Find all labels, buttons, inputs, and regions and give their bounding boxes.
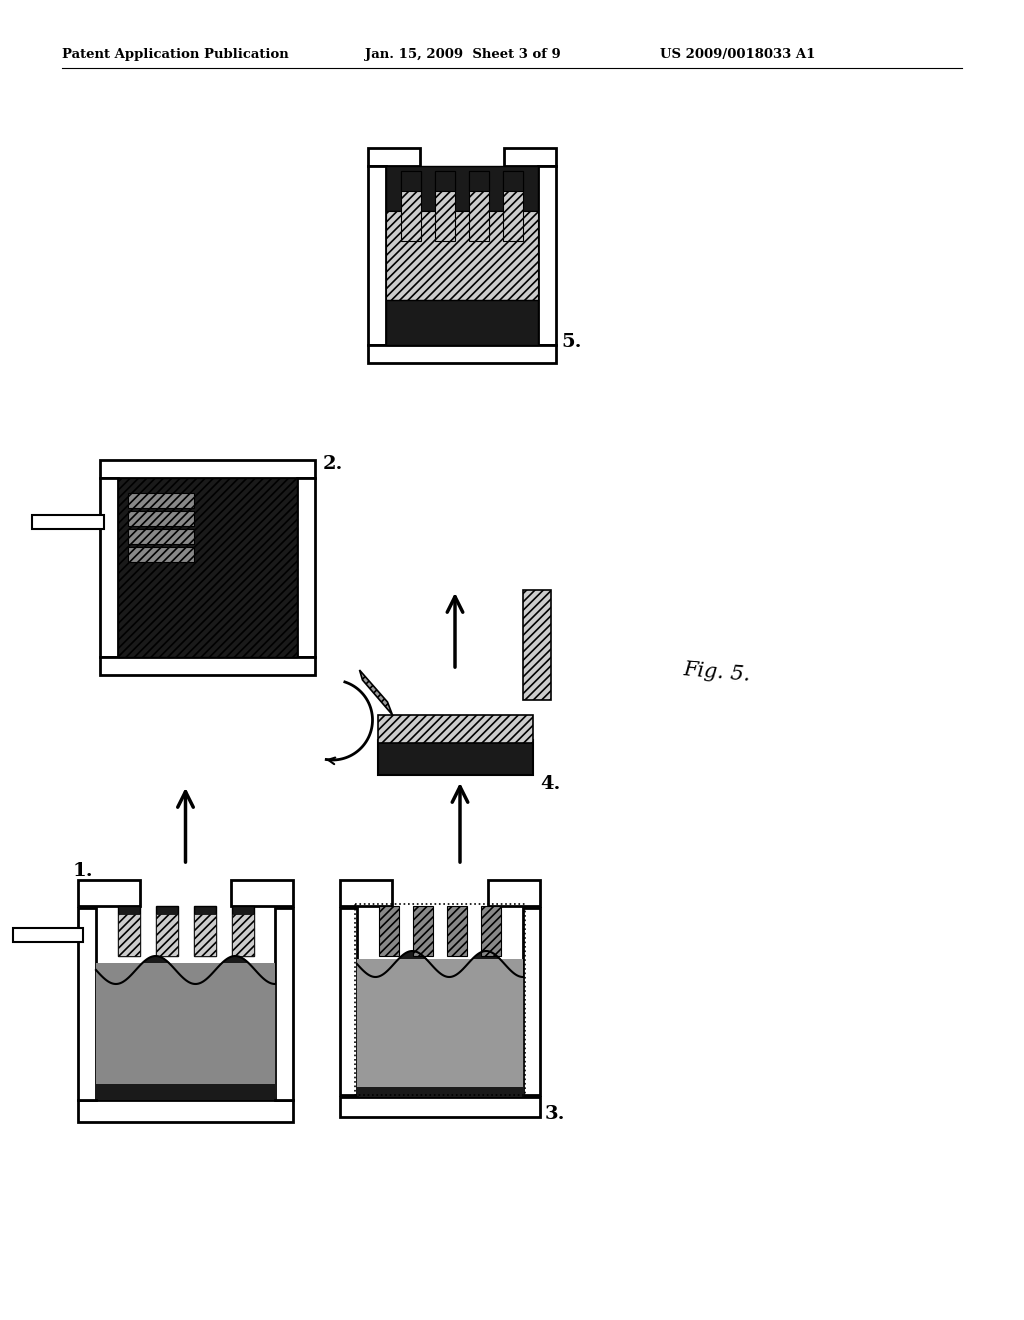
Bar bbox=[538, 166, 556, 345]
Bar bbox=[194, 906, 215, 956]
Bar bbox=[100, 478, 118, 657]
Bar bbox=[118, 478, 297, 657]
Bar bbox=[96, 964, 275, 1084]
Bar bbox=[401, 172, 421, 191]
Text: Fig. 5.: Fig. 5. bbox=[682, 660, 751, 685]
Text: Jan. 15, 2009  Sheet 3 of 9: Jan. 15, 2009 Sheet 3 of 9 bbox=[365, 48, 561, 61]
Bar bbox=[503, 172, 523, 242]
Bar bbox=[386, 300, 538, 345]
Bar bbox=[275, 908, 293, 1100]
Bar bbox=[413, 906, 433, 956]
Bar bbox=[100, 657, 315, 675]
Bar bbox=[194, 913, 215, 956]
Bar bbox=[447, 906, 467, 956]
Bar bbox=[32, 515, 104, 529]
Bar bbox=[401, 172, 421, 242]
Bar bbox=[469, 172, 489, 191]
Bar bbox=[340, 880, 392, 906]
Bar bbox=[368, 166, 386, 345]
Bar bbox=[523, 908, 540, 1096]
Bar bbox=[378, 741, 532, 775]
Text: 5.: 5. bbox=[561, 333, 582, 351]
Bar bbox=[128, 492, 194, 508]
Bar bbox=[357, 958, 523, 1088]
Polygon shape bbox=[359, 671, 392, 715]
Bar bbox=[128, 511, 194, 525]
Bar bbox=[469, 172, 489, 242]
Bar bbox=[118, 913, 139, 956]
Bar bbox=[488, 880, 540, 906]
Bar bbox=[231, 880, 293, 906]
Text: 2.: 2. bbox=[323, 455, 343, 473]
Bar bbox=[340, 908, 357, 1096]
Text: 3.: 3. bbox=[545, 1105, 565, 1123]
Bar bbox=[504, 148, 556, 166]
Bar bbox=[78, 1100, 293, 1122]
Bar bbox=[78, 908, 96, 1100]
Bar bbox=[156, 906, 177, 956]
Bar bbox=[481, 906, 501, 956]
Bar bbox=[100, 459, 315, 478]
Text: 1.: 1. bbox=[73, 862, 93, 880]
Bar bbox=[118, 906, 139, 956]
Text: 4.: 4. bbox=[541, 775, 561, 793]
Bar bbox=[522, 590, 551, 700]
Bar bbox=[379, 906, 399, 956]
Text: Patent Application Publication: Patent Application Publication bbox=[62, 48, 289, 61]
Bar bbox=[231, 913, 254, 956]
Bar bbox=[231, 906, 254, 956]
Bar bbox=[503, 172, 523, 191]
Bar bbox=[386, 166, 538, 211]
Bar bbox=[128, 546, 194, 562]
Bar bbox=[128, 529, 194, 544]
Bar bbox=[368, 148, 420, 166]
Bar bbox=[355, 904, 525, 1096]
Bar bbox=[156, 913, 177, 956]
Bar bbox=[368, 345, 556, 363]
Bar bbox=[340, 1097, 540, 1117]
Bar bbox=[386, 211, 538, 300]
Text: US 2009/0018033 A1: US 2009/0018033 A1 bbox=[660, 48, 815, 61]
Bar bbox=[378, 715, 532, 743]
Bar bbox=[435, 172, 455, 191]
Bar bbox=[13, 928, 83, 942]
Bar bbox=[297, 478, 315, 657]
Bar bbox=[435, 172, 455, 242]
Bar bbox=[78, 880, 140, 906]
